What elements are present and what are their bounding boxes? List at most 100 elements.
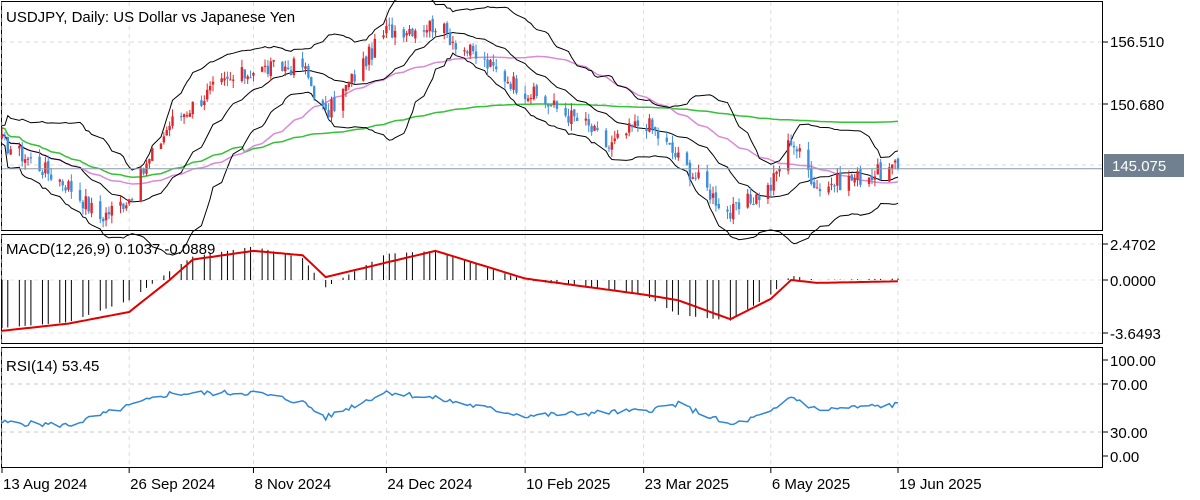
candle-body <box>503 71 507 82</box>
candle-body <box>385 26 388 34</box>
candle <box>570 103 573 131</box>
candle <box>654 126 657 136</box>
candle-body <box>252 72 255 76</box>
candle <box>628 118 631 137</box>
candle <box>284 60 287 77</box>
candle <box>714 185 718 212</box>
candle <box>23 154 27 170</box>
time-tick-label: 24 Dec 2024 <box>387 476 472 493</box>
candle <box>260 66 264 73</box>
candle <box>512 72 515 94</box>
macd-panel[interactable] <box>1 234 1103 344</box>
candle <box>87 196 90 214</box>
candle <box>281 61 284 72</box>
candle-body <box>206 89 209 100</box>
candle-body <box>321 100 325 106</box>
candle <box>434 28 437 36</box>
candle-body <box>853 178 856 183</box>
candle <box>78 182 82 203</box>
candle <box>347 81 351 90</box>
candle-body <box>859 169 862 185</box>
candle-body <box>590 125 593 133</box>
candle <box>125 202 128 211</box>
candle-body <box>148 158 151 164</box>
candle-body <box>830 183 833 185</box>
candle <box>385 19 388 38</box>
candle-body <box>390 24 394 38</box>
candle-body <box>3 135 7 137</box>
candle <box>789 134 793 147</box>
candle <box>182 113 186 124</box>
candle-body <box>9 149 12 155</box>
candle <box>564 102 567 118</box>
candle <box>651 117 654 135</box>
candle-body <box>301 58 304 68</box>
candle <box>104 207 108 227</box>
candle <box>229 71 232 81</box>
candle-body <box>489 59 492 67</box>
candle-body <box>483 58 486 60</box>
candle-body <box>448 32 452 45</box>
candle-body <box>651 119 654 130</box>
candle-body <box>211 81 215 85</box>
candle <box>321 98 325 110</box>
candle-body <box>70 181 73 192</box>
candle <box>64 185 67 194</box>
candle-body <box>726 209 729 212</box>
candle <box>402 26 405 42</box>
rsi-panel[interactable] <box>1 347 1103 468</box>
candle <box>58 178 62 187</box>
candle-body <box>0 134 4 139</box>
candle-body <box>64 187 67 191</box>
candle-body <box>171 116 174 126</box>
candle-body <box>44 162 47 174</box>
candle-body <box>564 107 567 116</box>
candle-body <box>168 125 171 131</box>
rsi-series <box>1 389 899 429</box>
candle-body <box>717 203 720 209</box>
candle-body <box>451 41 455 43</box>
candle-body <box>547 103 550 107</box>
time-tick-label: 26 Sep 2024 <box>130 476 215 493</box>
candle <box>107 206 111 220</box>
candle <box>879 159 882 181</box>
candle-body <box>677 152 680 158</box>
candle-body <box>668 142 671 145</box>
candle <box>341 88 345 118</box>
candle <box>289 65 293 76</box>
candle <box>223 71 226 86</box>
candle-body <box>151 148 154 161</box>
candle <box>414 28 417 44</box>
candle-body <box>691 177 694 179</box>
candle-body <box>61 181 64 186</box>
candle-body <box>41 171 44 176</box>
candle-body <box>367 46 371 65</box>
candle-body <box>850 174 853 181</box>
rsi-label: RSI(14) 53.45 <box>6 358 99 375</box>
candle <box>18 142 21 157</box>
candle <box>90 197 93 218</box>
candle <box>616 129 619 140</box>
candle-body <box>269 61 272 77</box>
candle-body <box>628 123 631 133</box>
candle <box>454 40 457 56</box>
candle <box>830 177 833 191</box>
candle <box>685 151 689 167</box>
time-tick-label: 6 May 2025 <box>772 476 850 493</box>
candle <box>509 81 512 91</box>
price-panel[interactable] <box>1 1 1103 231</box>
candle-body <box>607 147 611 149</box>
candle-body <box>596 127 599 131</box>
time-tick-label: 10 Feb 2025 <box>526 476 610 493</box>
candle-body <box>697 172 700 178</box>
candle <box>590 123 593 136</box>
candle <box>9 145 12 155</box>
candle <box>833 183 836 193</box>
candle-body <box>431 19 434 33</box>
candle-body <box>307 66 310 78</box>
candle-body <box>815 187 819 189</box>
candle <box>70 174 73 199</box>
candle <box>411 27 414 37</box>
candle-body <box>529 97 533 100</box>
